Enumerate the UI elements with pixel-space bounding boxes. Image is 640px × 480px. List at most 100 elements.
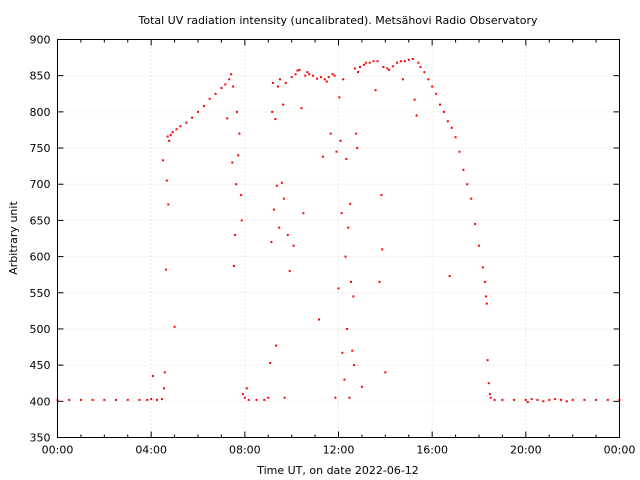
data-point <box>349 202 352 205</box>
x-tick-label: 16:00 <box>416 444 448 457</box>
x-tick-label: 00:00 <box>604 444 636 457</box>
data-point <box>161 398 164 401</box>
data-point <box>171 131 174 134</box>
data-point <box>269 362 272 364</box>
data-point <box>241 393 244 396</box>
data-point <box>353 364 356 367</box>
data-point <box>337 287 340 290</box>
data-point <box>331 73 334 76</box>
data-point <box>374 89 377 92</box>
x-tick-label: 00:00 <box>42 444 74 457</box>
y-tick-label: 650 <box>30 214 51 227</box>
data-point <box>150 398 153 401</box>
grid-lines <box>57 39 620 438</box>
data-point <box>290 76 293 79</box>
data-point <box>243 396 246 399</box>
data-point <box>376 60 379 63</box>
data-point <box>360 385 363 388</box>
data-point <box>488 393 491 396</box>
x-axis-label: Time UT, on date 2022-06-12 <box>256 464 419 477</box>
data-point <box>302 212 305 215</box>
data-point <box>329 132 332 135</box>
data-point <box>442 110 445 113</box>
data-point <box>263 398 266 401</box>
data-point <box>68 398 71 401</box>
data-point <box>526 401 529 403</box>
data-point <box>224 83 227 86</box>
data-point <box>407 58 410 61</box>
data-point <box>335 150 338 153</box>
data-point <box>278 226 281 229</box>
data-point <box>185 121 188 124</box>
data-point <box>277 85 279 88</box>
data-point <box>202 105 205 108</box>
data-point <box>319 76 322 79</box>
data-point <box>238 132 241 135</box>
data-point <box>166 135 169 138</box>
data-point <box>513 398 516 401</box>
data-point <box>382 66 385 68</box>
data-point <box>501 398 504 401</box>
data-point <box>388 68 391 71</box>
y-tick-label: 400 <box>30 395 51 408</box>
data-point <box>167 203 170 206</box>
data-point <box>235 183 238 186</box>
data-point <box>343 378 346 381</box>
y-tick-label: 350 <box>30 432 51 445</box>
x-tick-label: 20:00 <box>510 444 542 457</box>
data-point <box>231 161 234 164</box>
data-point <box>306 71 309 74</box>
data-point <box>362 63 365 66</box>
data-point <box>228 78 231 81</box>
data-point <box>396 61 398 64</box>
data-point <box>267 396 270 399</box>
y-tick-label: 600 <box>30 251 51 264</box>
data-point <box>163 387 165 390</box>
data-point <box>454 136 457 139</box>
data-point <box>169 134 172 136</box>
data-point <box>208 97 211 100</box>
y-tick-label: 900 <box>30 34 51 47</box>
data-point <box>316 77 318 80</box>
data-point <box>163 371 166 374</box>
data-point <box>292 244 295 247</box>
data-point <box>368 61 371 64</box>
data-point <box>333 74 336 77</box>
data-point <box>353 67 356 70</box>
data-point <box>232 85 235 88</box>
data-point <box>403 60 406 63</box>
data-point <box>156 398 158 401</box>
data-point <box>486 359 489 362</box>
data-point <box>286 233 289 236</box>
data-point <box>325 80 328 83</box>
y-tick-label: 550 <box>30 287 51 300</box>
data-point <box>524 398 527 401</box>
data-point <box>411 58 414 60</box>
data-point <box>548 398 551 401</box>
data-point <box>240 219 243 222</box>
data-point <box>419 66 422 68</box>
data-point <box>346 328 349 330</box>
data-point <box>417 61 420 64</box>
data-point <box>606 398 609 401</box>
data-point <box>342 78 345 81</box>
data-point <box>270 241 273 244</box>
data-point <box>439 103 441 106</box>
data-point <box>165 268 167 271</box>
data-point <box>288 270 291 273</box>
data-point <box>462 168 465 171</box>
data-point <box>191 116 194 119</box>
y-tick-label: 450 <box>30 359 51 372</box>
data-point <box>91 398 94 401</box>
data-point <box>226 117 229 120</box>
y-axis-label: Arbitrary unit <box>7 201 20 275</box>
y-tick-label: 850 <box>30 70 51 83</box>
data-point <box>446 120 449 123</box>
data-point <box>427 78 430 81</box>
data-point <box>485 295 487 298</box>
data-point <box>318 318 320 321</box>
data-point <box>296 69 299 72</box>
data-point <box>279 78 281 81</box>
data-point <box>126 398 129 401</box>
data-point <box>352 295 355 298</box>
